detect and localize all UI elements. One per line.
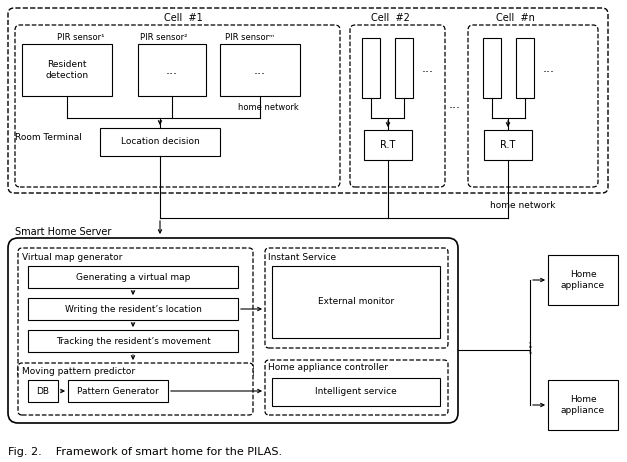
Text: ...: ... [449,98,461,111]
Text: Home
appliance: Home appliance [561,270,605,290]
Bar [28,380,58,402]
Text: PIR sensor¹: PIR sensor¹ [57,32,105,42]
Bar [220,44,300,96]
Text: Resident
detection: Resident detection [45,61,88,80]
Bar [272,266,440,338]
Text: home network: home network [490,201,556,209]
Text: home network: home network [238,103,298,113]
FancyBboxPatch shape [468,25,598,187]
Text: Generating a virtual map: Generating a virtual map [76,273,190,281]
FancyBboxPatch shape [265,248,448,348]
Bar [28,330,238,352]
Text: Room Terminal: Room Terminal [15,134,82,142]
Text: Instant Service: Instant Service [268,253,336,261]
Text: Cell  #2: Cell #2 [371,13,409,23]
Bar [272,378,440,406]
Text: ...: ... [166,63,178,77]
Text: ...: ... [422,61,434,74]
FancyBboxPatch shape [8,238,458,423]
Bar [138,44,206,96]
Bar [548,255,618,305]
Bar [28,266,238,288]
Text: Moving pattern predictor: Moving pattern predictor [22,367,135,377]
Text: Home appliance controller: Home appliance controller [268,364,388,372]
Text: ⋮: ⋮ [524,341,536,354]
Text: R.T: R.T [500,140,515,150]
FancyBboxPatch shape [8,8,608,193]
Text: Fig. 2.    Framework of smart home for the PILAS.: Fig. 2. Framework of smart home for the … [8,447,282,457]
Text: PIR sensorᵐ: PIR sensorᵐ [225,32,275,42]
Bar [395,38,413,98]
Bar [484,130,532,160]
Bar [364,130,412,160]
FancyBboxPatch shape [15,25,340,187]
Bar [68,380,168,402]
Text: Virtual map generator: Virtual map generator [22,254,122,262]
Text: Writing the resident’s location: Writing the resident’s location [65,304,201,314]
Text: Intelligent service: Intelligent service [315,388,397,396]
Bar [100,128,220,156]
Text: ...: ... [254,63,266,77]
Bar [483,38,501,98]
Text: PIR sensor²: PIR sensor² [140,32,187,42]
Bar [516,38,534,98]
Text: Home
appliance: Home appliance [561,395,605,415]
Text: Pattern Generator: Pattern Generator [77,387,159,395]
Text: R.T: R.T [381,140,396,150]
Text: Smart Home Server: Smart Home Server [15,227,112,237]
Text: External monitor: External monitor [318,298,394,306]
FancyBboxPatch shape [265,360,448,415]
Text: ...: ... [543,61,555,74]
Text: Cell  #1: Cell #1 [164,13,203,23]
Text: Tracking the resident’s movement: Tracking the resident’s movement [56,336,211,346]
Text: Cell  #n: Cell #n [495,13,534,23]
Bar [28,298,238,320]
FancyBboxPatch shape [18,363,253,415]
Text: :: : [527,342,532,358]
Text: DB: DB [36,387,50,395]
Bar [362,38,380,98]
Bar [22,44,112,96]
FancyBboxPatch shape [350,25,445,187]
Text: Location decision: Location decision [120,138,199,146]
FancyBboxPatch shape [18,248,253,378]
Bar [548,380,618,430]
